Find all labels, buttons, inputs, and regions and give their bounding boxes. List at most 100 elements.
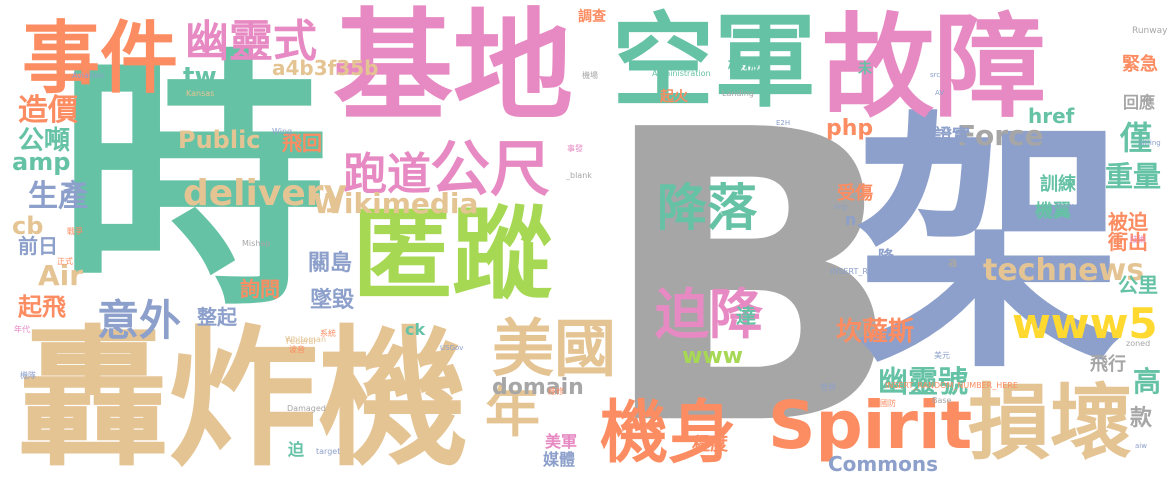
word: 幽靈號 bbox=[878, 365, 968, 400]
word: 轟炸機 bbox=[18, 313, 469, 482]
word: 受傷 bbox=[837, 183, 873, 204]
word: 年代 bbox=[14, 325, 30, 334]
word: AV bbox=[935, 89, 945, 97]
word: Damaged bbox=[287, 404, 326, 413]
word: Commons bbox=[828, 452, 938, 476]
word: zoned bbox=[1126, 339, 1151, 348]
word: a4b3f35b bbox=[272, 56, 379, 80]
word: 國防 bbox=[880, 399, 896, 408]
word: 故障 bbox=[822, 3, 1046, 133]
word: 機場 bbox=[582, 71, 598, 80]
word: 訓練 bbox=[1040, 174, 1076, 195]
word: Landing bbox=[722, 89, 754, 98]
word: Aviation bbox=[72, 71, 105, 80]
word: 公噸 bbox=[18, 126, 71, 156]
word: 降 bbox=[878, 247, 895, 266]
word: cb bbox=[12, 212, 44, 240]
word: 飛回 bbox=[282, 131, 322, 155]
word: Sitting bbox=[1138, 139, 1161, 147]
word: 機隊 bbox=[20, 371, 36, 380]
word: _blank bbox=[566, 171, 592, 180]
word: Mishap bbox=[242, 239, 271, 248]
word: Runway bbox=[1132, 26, 1168, 36]
word: 緊急 bbox=[1122, 54, 1158, 75]
word: 飛行 bbox=[1090, 354, 1126, 375]
word: 被迫 bbox=[1108, 210, 1148, 234]
word: 整起 bbox=[197, 305, 237, 329]
word: Whiteman bbox=[285, 335, 327, 344]
word: 重量 bbox=[1105, 160, 1162, 193]
word: 損壞 bbox=[968, 376, 1133, 471]
word: 基地 bbox=[333, 0, 573, 137]
word: 衝出 bbox=[1108, 230, 1148, 254]
word: 墜毀 bbox=[310, 288, 355, 313]
word: 未 bbox=[858, 61, 872, 77]
word: 正式 bbox=[57, 257, 73, 266]
word: target bbox=[316, 447, 341, 456]
word: php bbox=[826, 116, 874, 141]
word: Kansas bbox=[186, 89, 215, 98]
word: Wikimedia bbox=[313, 187, 479, 220]
word: E2H bbox=[776, 119, 791, 127]
word: 公里 bbox=[1118, 273, 1158, 297]
word: 時 bbox=[58, 27, 328, 342]
word: Administration bbox=[652, 69, 711, 78]
word: 幽靈式 bbox=[185, 16, 317, 67]
word: 機翼 bbox=[1035, 201, 1071, 222]
word: INSERT_RANDOM_NUMBER_HERE bbox=[885, 381, 1018, 390]
word: 機身 bbox=[600, 394, 737, 473]
word: 維修 bbox=[548, 387, 564, 396]
word: 世界 bbox=[820, 383, 836, 392]
word: 詢問 bbox=[240, 277, 280, 301]
word: 程度 bbox=[692, 434, 728, 455]
word: tw bbox=[183, 62, 217, 90]
word: 媒體 bbox=[543, 450, 576, 469]
word: 起飛 bbox=[18, 293, 66, 321]
word: Base bbox=[932, 396, 952, 405]
word: 意外 bbox=[97, 296, 182, 345]
word: 回應 bbox=[1123, 93, 1156, 112]
word: Spirit bbox=[768, 387, 973, 464]
word: 空軍 bbox=[612, 3, 816, 122]
word: 降落 bbox=[657, 179, 757, 237]
word: 調查 bbox=[578, 9, 606, 25]
word: 高 bbox=[1133, 365, 1162, 398]
word: Wing bbox=[272, 127, 293, 136]
word: 僅 bbox=[1120, 119, 1153, 157]
word: n bbox=[845, 210, 857, 229]
word: 前日 bbox=[18, 234, 58, 258]
word: amp bbox=[12, 148, 71, 176]
word: 美國 bbox=[492, 312, 617, 385]
word: ck bbox=[405, 320, 426, 339]
word: delivery bbox=[183, 173, 347, 214]
word: www5 bbox=[1012, 299, 1158, 348]
word: Source bbox=[1055, 202, 1080, 210]
word: 美軍 bbox=[545, 432, 578, 451]
word: Federal bbox=[286, 337, 316, 346]
word: 戰爭 bbox=[67, 227, 83, 236]
word: 迫 bbox=[288, 440, 305, 459]
word: 迫降 bbox=[655, 283, 763, 346]
word: 證實 bbox=[934, 126, 970, 147]
word: a bbox=[948, 255, 958, 271]
word: 坎薩斯 bbox=[836, 317, 915, 347]
word: img bbox=[834, 203, 848, 211]
word: 達 bbox=[736, 304, 756, 328]
word: 造價 bbox=[18, 93, 78, 128]
word: 事發 bbox=[567, 144, 583, 153]
word: 年 bbox=[485, 380, 541, 444]
word: 架 bbox=[855, 89, 1125, 404]
word: 美元 bbox=[934, 351, 950, 360]
word: 生產 bbox=[28, 179, 88, 214]
word: Air bbox=[38, 259, 84, 292]
word: 機械 bbox=[728, 56, 761, 75]
word: src bbox=[930, 71, 941, 79]
word: 波音 bbox=[289, 345, 305, 354]
word: 事件 bbox=[22, 14, 179, 104]
word: 系統 bbox=[320, 329, 336, 338]
word: 跑道 bbox=[343, 149, 431, 200]
word: 技術 bbox=[1130, 235, 1146, 244]
word: href bbox=[1028, 104, 1075, 128]
word: Force bbox=[957, 119, 1044, 152]
